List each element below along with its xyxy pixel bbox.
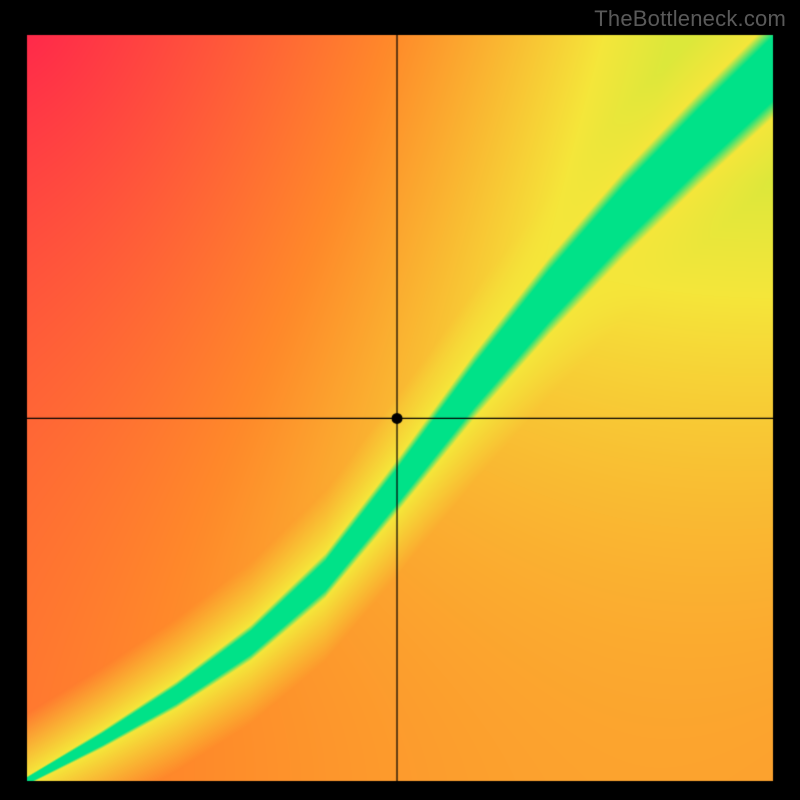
bottleneck-heatmap: [0, 0, 800, 800]
watermark-text: TheBottleneck.com: [594, 6, 786, 32]
chart-container: TheBottleneck.com: [0, 0, 800, 800]
